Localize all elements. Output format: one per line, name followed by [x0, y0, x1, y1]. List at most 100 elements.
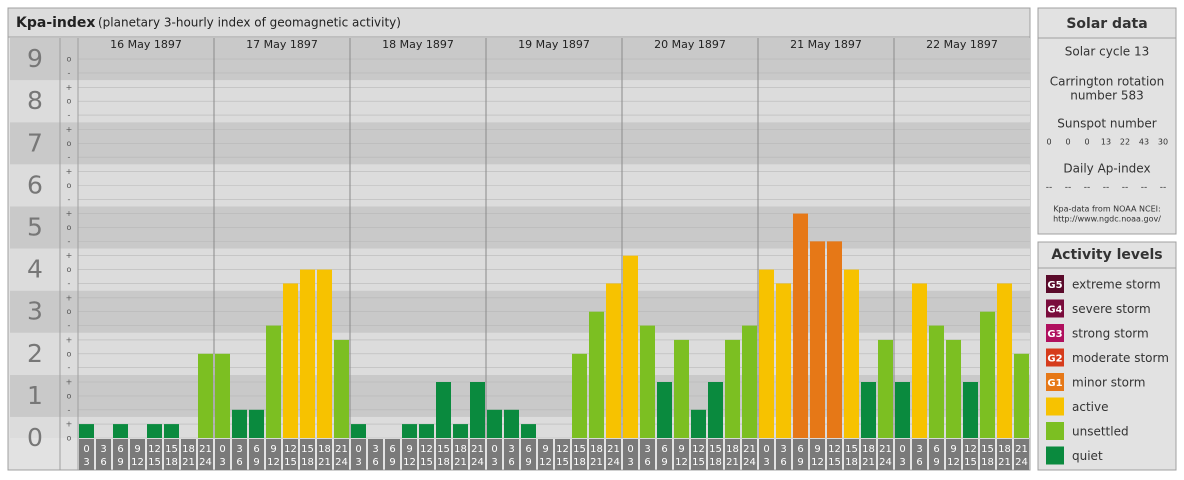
hour-cell	[402, 439, 417, 470]
hour-label: 3	[916, 444, 922, 455]
level-badge-text: G3	[1047, 329, 1062, 340]
hour-label: 15	[148, 457, 161, 468]
bar	[725, 339, 740, 438]
bar	[929, 325, 944, 438]
level-label: extreme storm	[1072, 278, 1161, 292]
hour-label: 12	[828, 444, 841, 455]
hour-label: 21	[182, 457, 195, 468]
hour-cell	[538, 439, 553, 470]
bar	[810, 241, 825, 438]
bar	[300, 269, 315, 438]
day-label: 19 May 1897	[518, 38, 590, 51]
minor-tick-label: o	[67, 55, 72, 64]
hour-label: 9	[117, 457, 123, 468]
hour-cell	[419, 439, 434, 470]
hour-label: 18	[709, 457, 722, 468]
level-badge	[1046, 422, 1064, 440]
hour-label: 15	[964, 457, 977, 468]
hour-cell	[368, 439, 383, 470]
hour-label: 21	[590, 457, 603, 468]
minor-tick-label: +	[66, 83, 73, 92]
minor-tick-label: +	[66, 167, 73, 176]
bar	[232, 409, 247, 438]
hour-cell	[504, 439, 519, 470]
level-label: strong storm	[1072, 327, 1149, 341]
hour-label: 21	[998, 457, 1011, 468]
y-tick-label: 2	[27, 339, 43, 368]
sidebar-text: number 583	[1070, 89, 1144, 103]
hour-label: 6	[100, 457, 106, 468]
hour-label: 12	[675, 457, 688, 468]
hour-label: 6	[389, 444, 395, 455]
hour-label: 9	[661, 457, 667, 468]
hour-label: 18	[454, 444, 467, 455]
hour-cell	[232, 439, 247, 470]
hour-cell	[946, 439, 961, 470]
hour-label: 21	[607, 444, 620, 455]
hour-cell	[844, 439, 859, 470]
hour-label: 12	[403, 457, 416, 468]
hour-cell	[317, 439, 332, 470]
day-label: 21 May 1897	[790, 38, 862, 51]
hour-cell	[827, 439, 842, 470]
level-label: unsettled	[1072, 425, 1129, 439]
minor-tick-label: -	[68, 195, 71, 204]
bar	[283, 283, 298, 438]
bar	[878, 339, 893, 438]
hour-label: 21	[743, 444, 756, 455]
minor-tick-label: +	[66, 125, 73, 134]
hour-cell	[266, 439, 281, 470]
hour-label: 3	[491, 457, 497, 468]
hour-cell	[742, 439, 757, 470]
hour-label: 6	[797, 444, 803, 455]
hour-label: 15	[709, 444, 722, 455]
hour-label: 18	[590, 444, 603, 455]
hour-label: 9	[389, 457, 395, 468]
hour-cell	[861, 439, 876, 470]
hour-label: 24	[1015, 457, 1028, 468]
minor-tick-label: +	[66, 378, 73, 387]
hour-label: 21	[335, 444, 348, 455]
bar	[402, 424, 417, 438]
hour-cell	[606, 439, 621, 470]
minor-tick-label: o	[67, 139, 72, 148]
bar	[147, 424, 162, 438]
sunspot-value: 43	[1139, 138, 1149, 147]
hour-label: 21	[862, 457, 875, 468]
hour-label: 21	[879, 444, 892, 455]
level-badge	[1046, 299, 1064, 318]
y-tick-label: 4	[27, 255, 43, 284]
hour-label: 6	[253, 444, 259, 455]
bar	[963, 382, 978, 438]
bar	[640, 325, 655, 438]
bar	[742, 325, 757, 438]
sidebar-text: Activity levels	[1051, 247, 1162, 263]
hour-label: 15	[981, 444, 994, 455]
hour-cell	[334, 439, 349, 470]
hour-label: 3	[508, 444, 514, 455]
hour-cell	[776, 439, 791, 470]
level-badge	[1046, 373, 1064, 391]
hour-label: 3	[83, 457, 89, 468]
hour-cell	[623, 439, 638, 470]
hour-label: 3	[236, 444, 242, 455]
bar	[589, 311, 604, 438]
minor-tick-label: +	[66, 251, 73, 260]
hour-cell	[657, 439, 672, 470]
bar	[351, 424, 366, 438]
y-tick-label: 6	[27, 170, 43, 199]
hour-label: 3	[780, 444, 786, 455]
sunspot-value: 13	[1101, 138, 1111, 147]
hour-label: 15	[284, 457, 297, 468]
hour-cell	[589, 439, 604, 470]
bar	[895, 382, 910, 438]
hour-cell	[963, 439, 978, 470]
level-badge	[1046, 275, 1064, 293]
bar	[759, 269, 774, 438]
hour-label: 3	[372, 444, 378, 455]
hour-label: 18	[981, 457, 994, 468]
hour-label: 6	[372, 457, 378, 468]
minor-tick-label: o	[67, 223, 72, 232]
hour-cell	[113, 439, 128, 470]
hour-label: 24	[199, 457, 212, 468]
